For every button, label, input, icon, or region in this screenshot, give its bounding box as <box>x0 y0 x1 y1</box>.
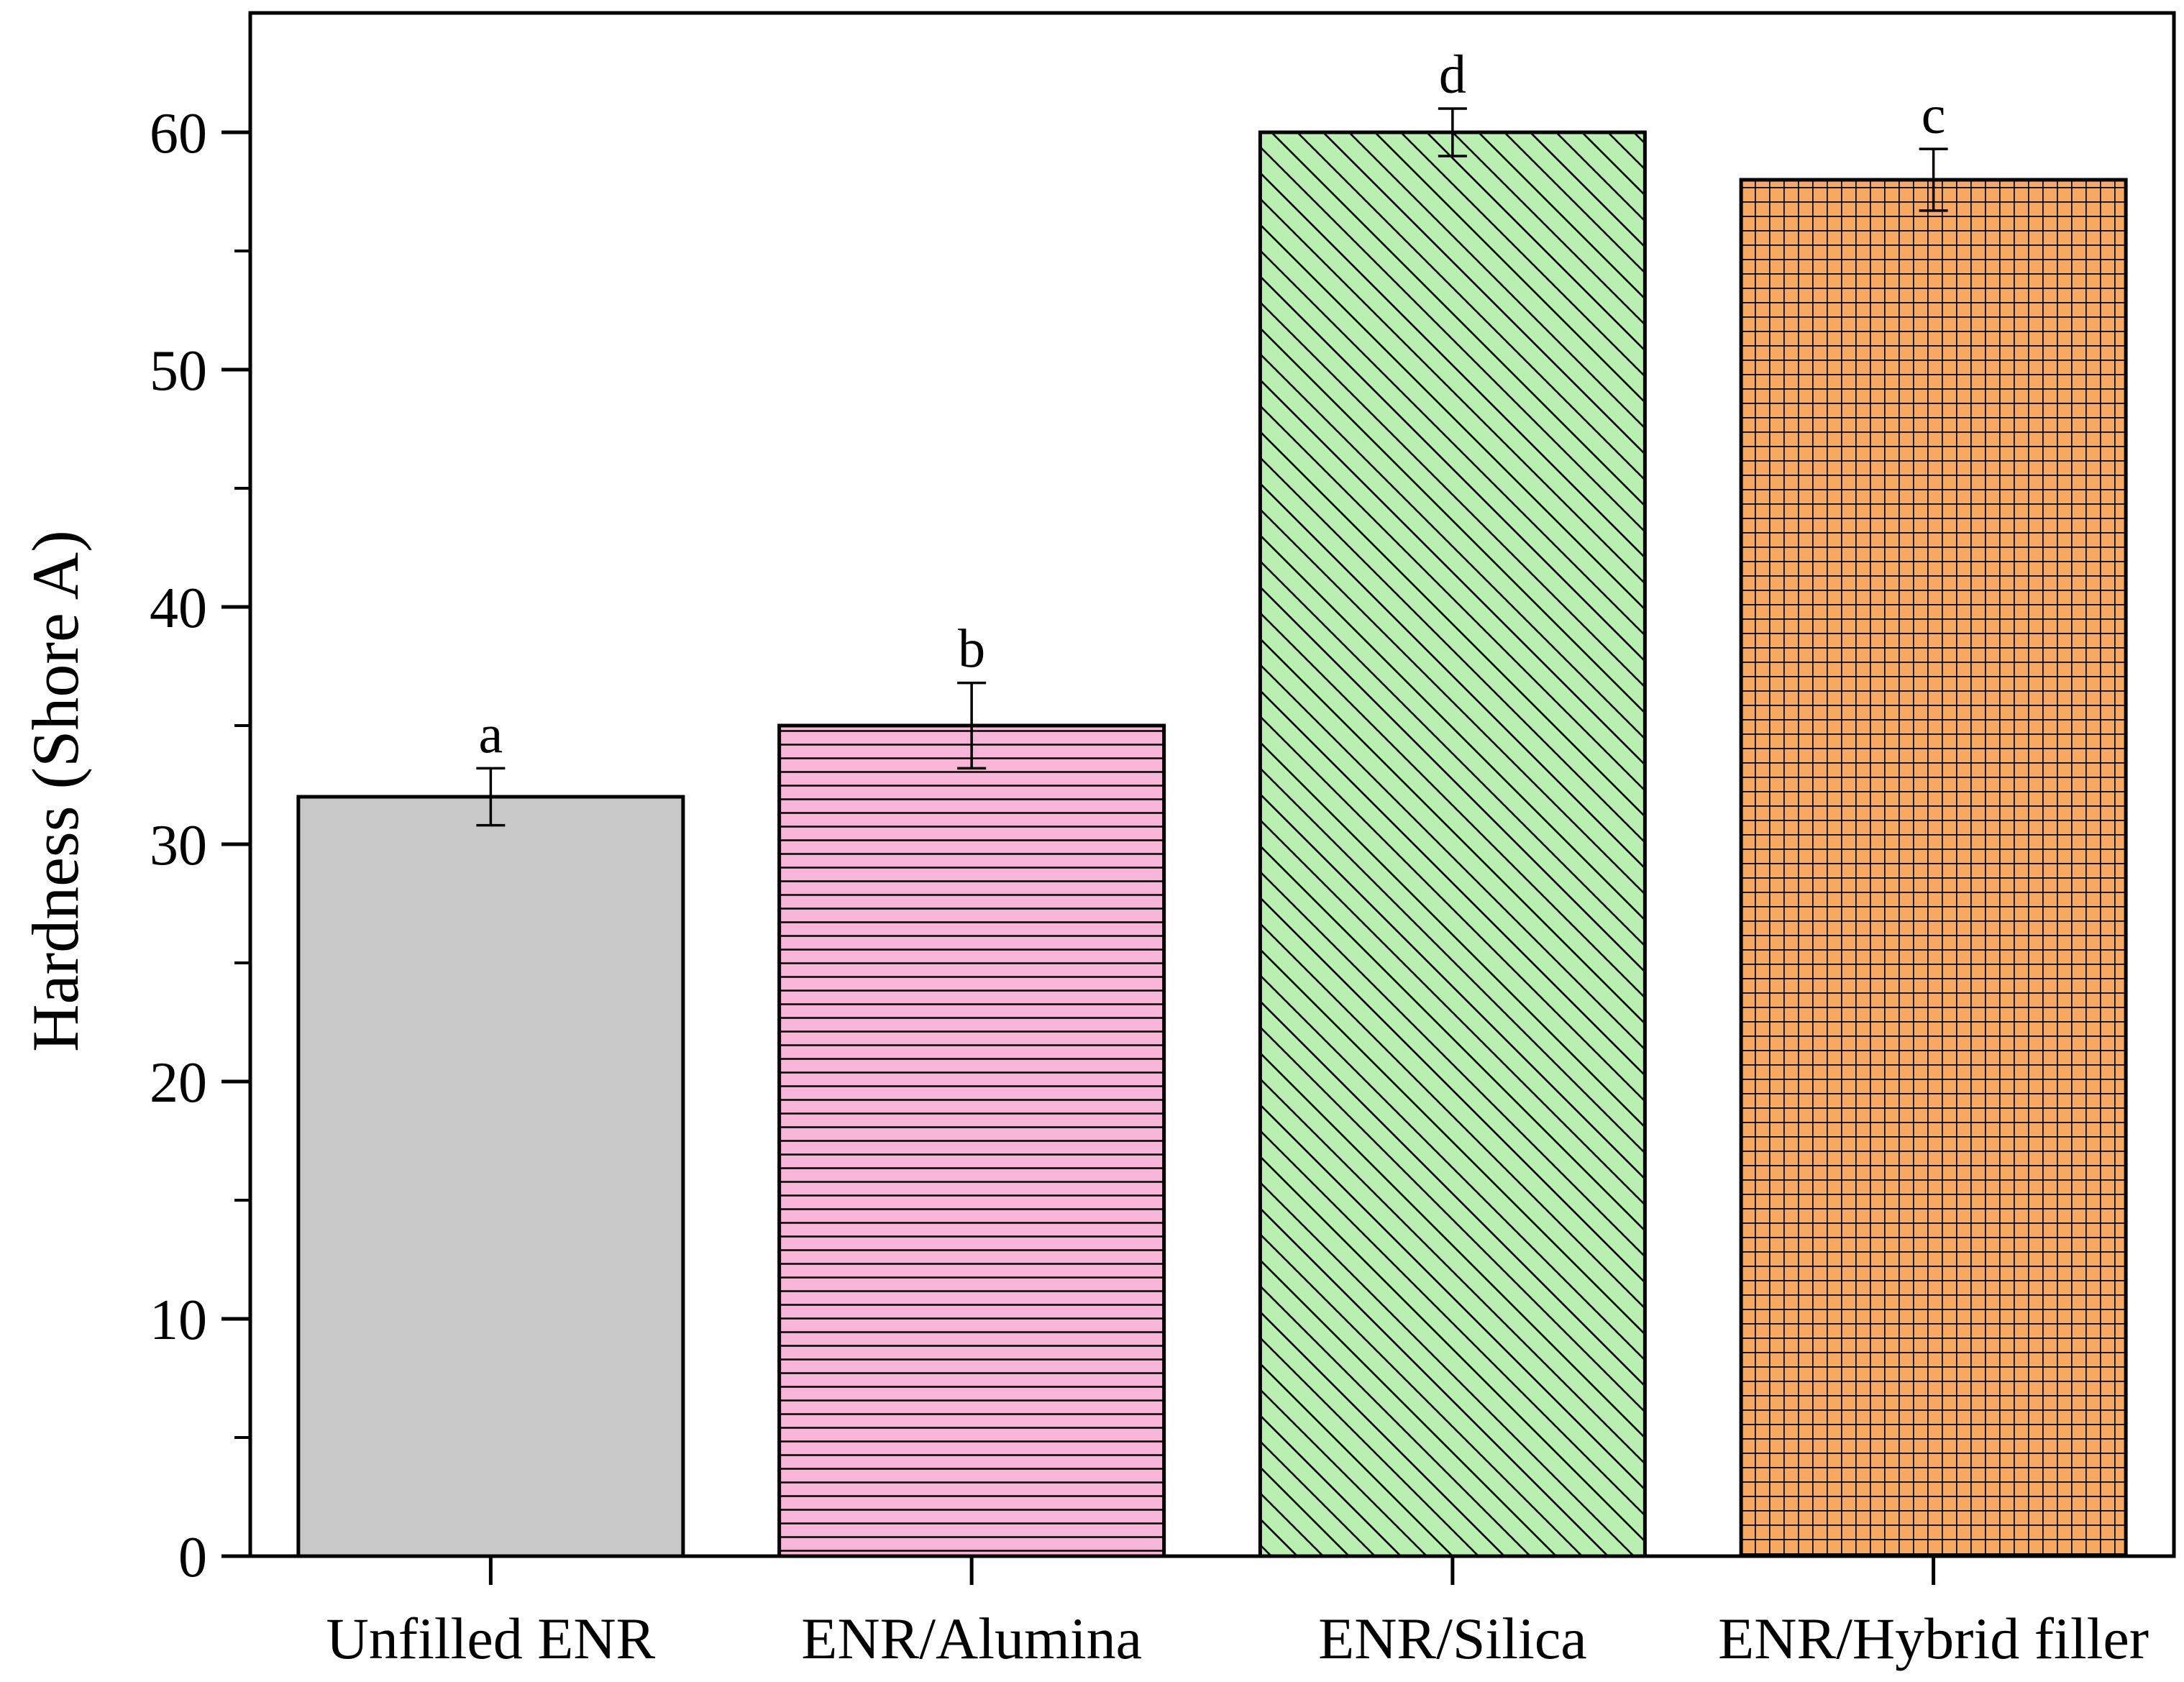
significance-letters-group: a b d c <box>479 45 1946 764</box>
bar-fill-0 <box>298 797 683 1556</box>
significance-letter-1: b <box>958 619 985 680</box>
y-tick-label-6: 60 <box>150 102 207 165</box>
plot-border <box>248 11 2176 1558</box>
bar-hatch-3 <box>1741 180 2126 1556</box>
significance-letter-2: d <box>1439 45 1466 105</box>
x-tick-label-0: Unfilled ENR <box>326 1606 655 1671</box>
y-tick-label-3: 30 <box>150 814 207 877</box>
bar-hatch-2 <box>1260 132 1645 1556</box>
y-axis-label: Hardness (Shore A) <box>19 530 92 1052</box>
significance-letter-0: a <box>479 704 503 764</box>
y-axis: 0 10 20 30 40 50 60 <box>150 102 250 1589</box>
significance-letter-3: c <box>1922 85 1946 145</box>
y-tick-label-0: 0 <box>178 1526 207 1589</box>
error-bars-group <box>476 107 1948 827</box>
y-tick-label-1: 10 <box>150 1289 207 1352</box>
x-tick-label-3: ENR/Hybrid filler <box>1718 1606 2149 1671</box>
y-tick-label-4: 40 <box>150 577 207 640</box>
y-tick-label-2: 20 <box>150 1051 207 1115</box>
bar-hatch-1 <box>779 726 1164 1556</box>
x-axis: Unfilled ENR ENR/Alumina ENR/Silica ENR/Hyb… <box>326 1556 2149 1671</box>
x-tick-label-1: ENR/Alumina <box>801 1606 1142 1671</box>
y-tick-label-5: 50 <box>150 339 207 403</box>
bars-group <box>296 130 2128 1558</box>
x-tick-label-2: ENR/Silica <box>1318 1606 1587 1671</box>
plot-frame <box>248 11 2176 1558</box>
